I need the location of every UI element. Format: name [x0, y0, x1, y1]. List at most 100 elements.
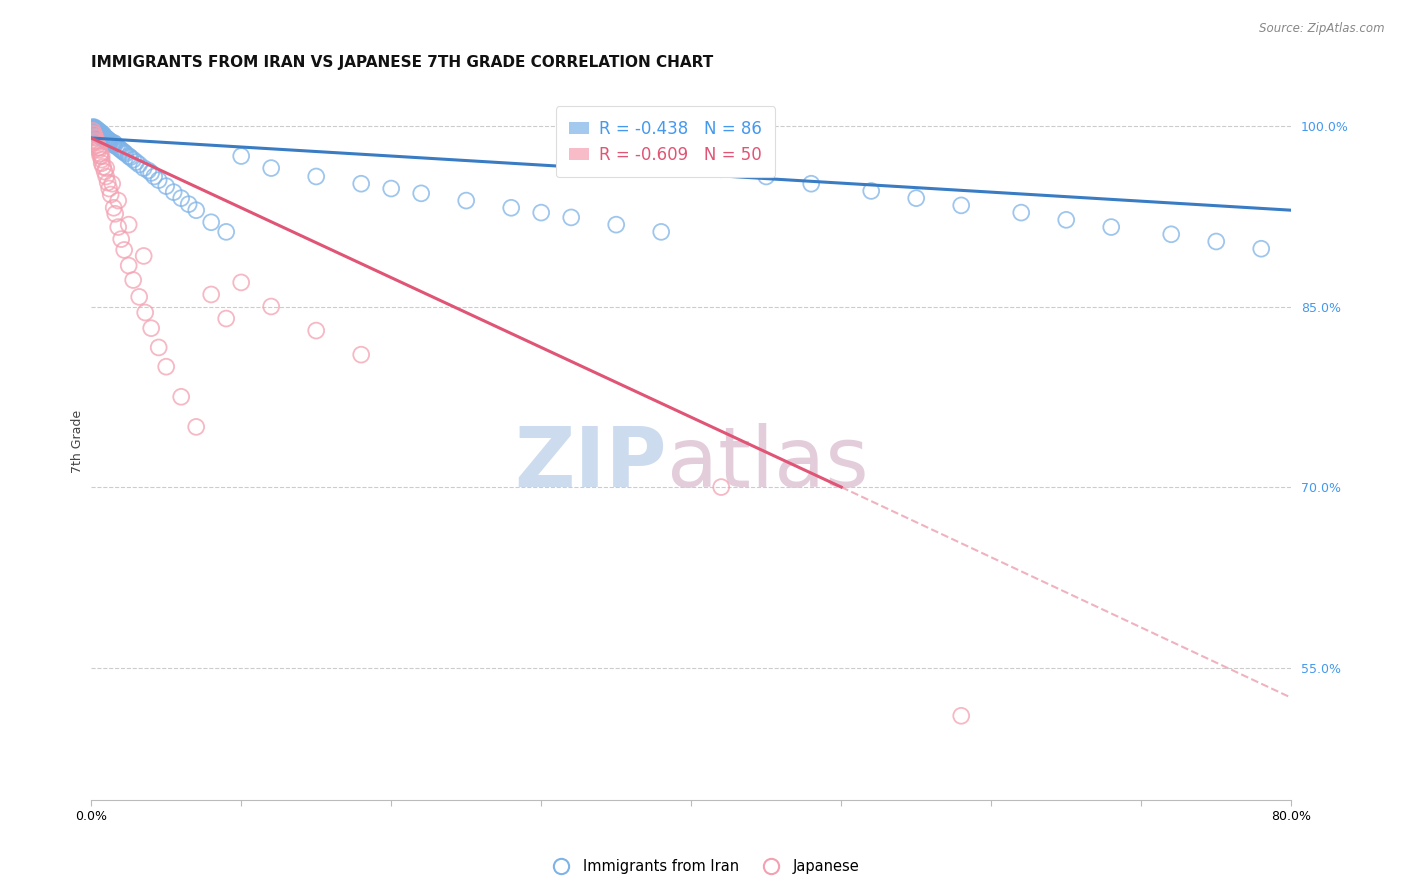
Point [98, 133, 121, 147]
Point [103, 138, 125, 153]
Point [89, 149, 111, 163]
Point [84, 125, 107, 139]
Point [93, 129, 115, 144]
Point [411, 186, 433, 201]
Point [98, 136, 121, 150]
Point [83, 122, 105, 136]
Point [83, 126, 105, 140]
Point [96, 169, 118, 184]
Point [96, 133, 118, 147]
Point [305, 324, 328, 338]
Text: ZIP: ZIP [515, 423, 668, 504]
Point [136, 163, 159, 178]
Point [141, 166, 163, 180]
Point [118, 149, 141, 163]
Point [98, 181, 121, 195]
Point [260, 161, 283, 175]
Point [89, 128, 111, 142]
Point [860, 184, 883, 198]
Point [84, 122, 107, 136]
Point [170, 390, 193, 404]
Point [103, 136, 125, 150]
Point [86, 124, 108, 138]
Point [950, 198, 973, 212]
Point [89, 146, 111, 161]
Point [118, 218, 141, 232]
Point [905, 191, 928, 205]
Point [112, 145, 135, 160]
Point [1205, 235, 1227, 249]
Point [163, 185, 186, 199]
Point [260, 300, 283, 314]
Point [120, 150, 142, 164]
Point [215, 311, 238, 326]
Point [350, 348, 373, 362]
Point [231, 276, 253, 290]
Point [90, 126, 112, 140]
Point [1250, 242, 1272, 256]
Point [114, 146, 136, 161]
Point [104, 207, 127, 221]
Point [86, 138, 108, 153]
Point [100, 135, 122, 149]
Point [134, 305, 156, 319]
Point [456, 194, 478, 208]
Point [755, 169, 778, 184]
Point [950, 708, 973, 723]
Point [90, 149, 112, 163]
Point [82, 120, 104, 135]
Point [155, 179, 177, 194]
Point [305, 169, 328, 184]
Point [350, 177, 373, 191]
Point [200, 287, 222, 301]
Point [107, 220, 129, 235]
Point [380, 181, 402, 195]
Point [132, 249, 155, 263]
Point [118, 259, 141, 273]
Point [101, 136, 124, 151]
Point [90, 131, 112, 145]
Point [87, 140, 110, 154]
Point [560, 211, 582, 225]
Point [103, 201, 125, 215]
Point [86, 136, 108, 150]
Point [104, 136, 127, 151]
Point [87, 143, 110, 157]
Point [107, 194, 129, 208]
Text: IMMIGRANTS FROM IRAN VS JAPANESE 7TH GRADE CORRELATION CHART: IMMIGRANTS FROM IRAN VS JAPANESE 7TH GRA… [91, 55, 713, 70]
Point [105, 139, 128, 153]
Point [177, 197, 200, 211]
Point [90, 128, 112, 143]
Point [200, 215, 222, 229]
Point [530, 205, 553, 219]
Point [710, 162, 733, 177]
Point [501, 201, 523, 215]
Point [128, 157, 150, 171]
Point [82, 122, 104, 136]
Point [231, 149, 253, 163]
Point [87, 125, 110, 139]
Point [112, 243, 135, 257]
Point [83, 128, 105, 142]
Point [97, 132, 120, 146]
Point [91, 129, 114, 144]
Point [93, 164, 115, 178]
Point [82, 124, 104, 138]
Point [143, 169, 166, 184]
Point [1010, 205, 1032, 219]
Point [82, 124, 104, 138]
Point [90, 156, 112, 170]
Point [110, 232, 132, 246]
Point [108, 142, 131, 156]
Point [83, 129, 105, 144]
Point [1054, 212, 1077, 227]
Point [83, 121, 105, 136]
Point [84, 133, 107, 147]
Point [186, 420, 208, 434]
Point [90, 153, 112, 167]
Point [125, 155, 148, 169]
Point [87, 128, 110, 142]
Point [83, 124, 105, 138]
Point [87, 124, 110, 138]
Point [97, 176, 120, 190]
